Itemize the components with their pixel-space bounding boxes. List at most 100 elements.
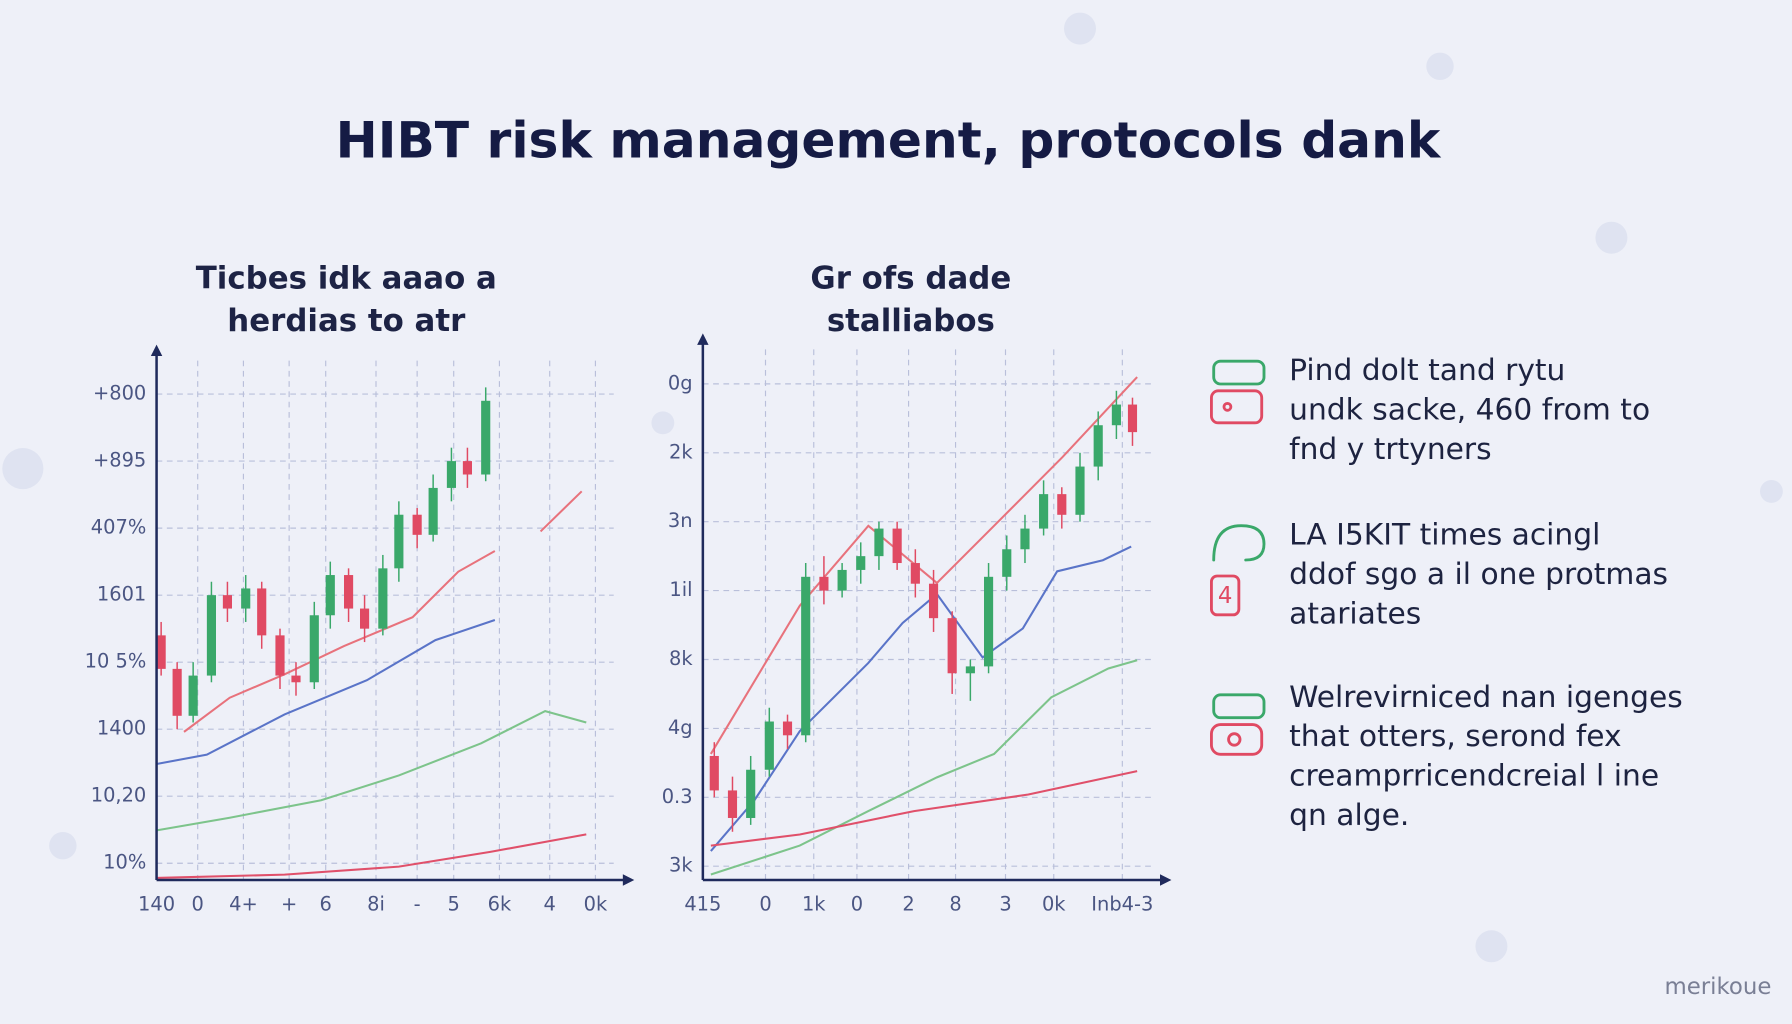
x-tick-label: 5: [448, 893, 460, 916]
candle-body: [856, 556, 866, 570]
x-tick-label: 415: [684, 893, 721, 916]
candle-body: [1111, 404, 1121, 426]
note-line: undk sacke, 460 from to: [1289, 392, 1650, 427]
line-series: [156, 709, 587, 832]
decor-dot: [651, 411, 675, 435]
note-line: atariates: [1289, 596, 1421, 631]
x-tick-label: 140: [138, 893, 175, 916]
decor-dot: [2, 448, 44, 490]
candle-body: [222, 595, 232, 609]
candle-body: [874, 528, 884, 557]
line-series: [156, 833, 587, 879]
icon-part: [1210, 574, 1241, 617]
note-icons: 4: [1209, 359, 1266, 756]
candle-body: [156, 635, 166, 669]
y-tick-label: 1400: [97, 717, 146, 740]
x-tick-label: 8i: [367, 893, 385, 916]
candle-body: [1057, 494, 1067, 515]
page-title: HIBT risk management, protocols dank: [336, 110, 1442, 169]
decor-dot: [49, 832, 77, 860]
x-axis-arrow: [1160, 874, 1172, 886]
icon-part: [1209, 723, 1264, 756]
line-series: [183, 490, 583, 733]
candle-body: [325, 575, 335, 616]
icon-lock: 4: [1210, 524, 1266, 617]
y-tick-label: 0g: [668, 371, 693, 394]
chart-title: Ticbes idk aaao a: [196, 260, 497, 296]
candle-body: [801, 576, 811, 736]
candle-body: [984, 576, 994, 667]
x-tick-label: 3: [999, 893, 1011, 916]
candle-body: [291, 675, 301, 683]
candle-body: [746, 769, 756, 818]
candle-body: [910, 563, 920, 584]
candle-body: [378, 568, 388, 629]
candle-body: [446, 461, 456, 488]
candle-body: [241, 588, 251, 609]
x-tick-label: 0k: [1042, 893, 1066, 916]
y-tick-label: +800: [93, 382, 146, 405]
icon-part: [1212, 524, 1266, 562]
note-line: fnd y trtyners: [1289, 432, 1491, 467]
candle-body: [1075, 466, 1085, 515]
candle-body: [965, 666, 975, 674]
decor-dot: [1760, 480, 1783, 503]
candle-body: [892, 528, 902, 564]
candle-body: [1002, 549, 1012, 577]
line-series: [710, 659, 1138, 876]
y-tick-label: 2k: [669, 440, 693, 463]
x-tick-label: Inb4-3: [1091, 893, 1153, 916]
note-line: Pind dolt tand rytu: [1289, 353, 1565, 388]
watermark: merikoue: [1664, 974, 1771, 1000]
decor-dot: [1595, 221, 1628, 254]
candle-body: [947, 618, 957, 674]
x-tick-label: 0: [759, 893, 771, 916]
x-axis-arrow: [622, 874, 635, 886]
icon-part: [1222, 402, 1233, 412]
candle-body: [360, 608, 370, 629]
icon-server: [1209, 693, 1266, 756]
icon-part: [1209, 389, 1264, 425]
candle-body: [412, 514, 422, 535]
x-tick-label: 0: [851, 893, 863, 916]
candle-body: [928, 583, 939, 619]
note-line: LA I5KIT times acingl: [1289, 517, 1600, 552]
x-tick-label: -: [414, 893, 421, 916]
candle-body: [428, 487, 438, 535]
x-tick-label: 0k: [584, 893, 608, 916]
x-tick-label: 0: [192, 893, 204, 916]
candle-body: [1020, 528, 1030, 550]
y-tick-label: 1il: [669, 578, 692, 601]
y-tick-label: 3k: [669, 854, 693, 877]
icon-server: [1209, 359, 1266, 425]
note-line: Welrevirniced nan igenges: [1289, 680, 1683, 715]
candle-body: [481, 400, 491, 475]
y-axis-arrow: [697, 333, 709, 345]
icon-part: [1212, 693, 1266, 720]
chart-title: Gr ofs dade: [810, 260, 1011, 296]
x-tick-label: 4: [544, 893, 556, 916]
candle-body: [782, 721, 793, 736]
decor-dot: [1426, 52, 1454, 80]
x-tick-label: 6: [320, 893, 332, 916]
candle-body: [172, 668, 182, 716]
decor-dot: [1064, 12, 1096, 45]
chart: Ticbes idk aaao a herdias to atr +800 +895 4…: [85, 260, 635, 916]
y-tick-label: 4g: [668, 716, 693, 739]
candle-body: [727, 790, 738, 818]
candle-body: [462, 461, 472, 475]
x-tick-label: 2: [902, 893, 914, 916]
candle-body: [309, 615, 319, 683]
candle-body: [344, 575, 354, 609]
decor: [2, 12, 1783, 963]
y-tick-label: 1601: [97, 583, 146, 606]
y-axis-arrow: [150, 344, 163, 356]
candle-body: [188, 675, 198, 716]
x-tick-label: 4+: [229, 893, 258, 916]
candle-body: [819, 576, 829, 591]
x-tick-label: 6k: [488, 893, 512, 916]
y-tick-label: 8k: [669, 647, 693, 670]
candle-body: [1039, 494, 1049, 529]
note-line: that otters, serond fex: [1289, 719, 1621, 754]
